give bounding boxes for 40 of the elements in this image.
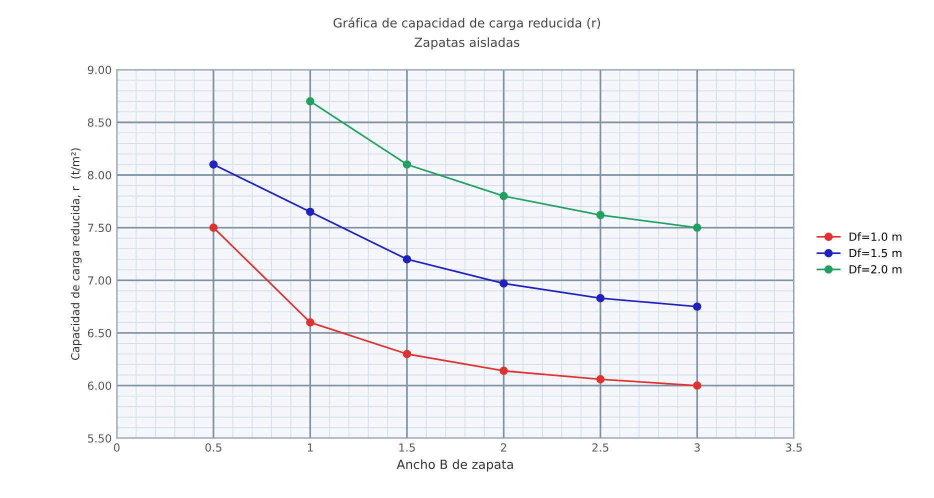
- x-tick-label: 1: [308, 443, 313, 452]
- y-tick-label: 8.00: [88, 170, 112, 180]
- y-tick-label: 6.00: [88, 382, 112, 390]
- legend-label: Df=1.0 m: [850, 232, 902, 241]
- y-tick-label: 6.50: [88, 328, 112, 338]
- y-tick-label: 9.00: [88, 66, 112, 74]
- x-tick-label: 2: [500, 443, 506, 452]
- legend-label: Df=1.5 m: [850, 248, 902, 258]
- chart-title: Gráfica de capacidad de carga reducida (r): [334, 17, 600, 30]
- point: [500, 279, 508, 288]
- point: [692, 223, 702, 232]
- point: [596, 375, 605, 384]
- y-tick-label: 7.00: [88, 276, 112, 285]
- point: [596, 294, 605, 302]
- point: [306, 97, 314, 106]
- x-tick-label: 3.5: [786, 443, 802, 452]
- x-tick-label: 2.5: [592, 443, 608, 452]
- legend-label: Df=2.0 m: [850, 264, 902, 274]
- x-tick-label: 0.5: [205, 443, 222, 452]
- point: [500, 366, 508, 376]
- x-tick-label: 1.5: [399, 443, 415, 452]
- point: [209, 223, 218, 232]
- x-tick-label: 0: [114, 443, 120, 452]
- point: [500, 192, 508, 200]
- point: [306, 208, 314, 216]
- point: [209, 160, 218, 169]
- x-tick-label: 3: [694, 443, 700, 452]
- point: [692, 381, 702, 390]
- point: [402, 350, 412, 358]
- x-axis-title: Ancho B de zapata: [396, 459, 513, 472]
- y-axis-title: Capacidad de carga reducida, r (t/m²): [70, 148, 82, 360]
- point: [692, 302, 702, 311]
- y-tick-label: 8.50: [88, 118, 112, 127]
- y-tick-label: 7.50: [88, 224, 112, 232]
- chart-subtitle: Zapatas aisladas: [414, 37, 520, 50]
- point: [596, 210, 605, 220]
- point: [402, 160, 412, 169]
- point: [402, 255, 412, 264]
- point: [306, 318, 314, 327]
- y-tick-label: 5.50: [88, 434, 112, 443]
